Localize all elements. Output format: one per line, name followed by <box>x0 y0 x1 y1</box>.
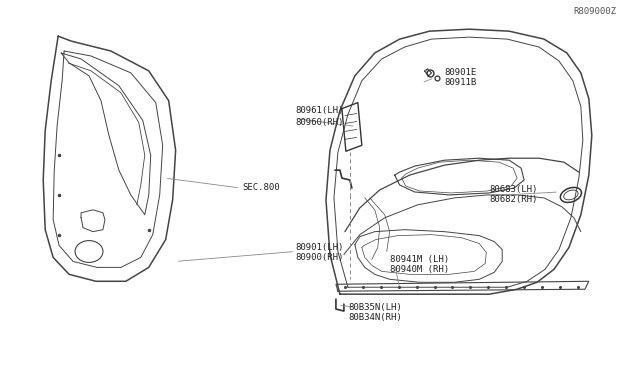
Text: 80960(RH): 80960(RH) <box>295 118 344 127</box>
Text: 80901(LH): 80901(LH) <box>295 243 344 252</box>
Text: 80B34N(RH): 80B34N(RH) <box>348 312 402 321</box>
Text: 80941M (LH): 80941M (LH) <box>390 255 449 264</box>
Text: R809000Z: R809000Z <box>573 7 617 16</box>
Text: 80911B: 80911B <box>444 78 477 87</box>
Text: 80901E: 80901E <box>444 68 477 77</box>
Text: 80961(LH): 80961(LH) <box>295 106 344 115</box>
Text: 80900(RH): 80900(RH) <box>295 253 344 262</box>
Text: SEC.800: SEC.800 <box>243 183 280 192</box>
Text: 80683(LH): 80683(LH) <box>489 186 538 195</box>
Text: 80940M (RH): 80940M (RH) <box>390 265 449 274</box>
Text: 80B35N(LH): 80B35N(LH) <box>348 302 402 312</box>
Text: 80682(RH): 80682(RH) <box>489 195 538 204</box>
